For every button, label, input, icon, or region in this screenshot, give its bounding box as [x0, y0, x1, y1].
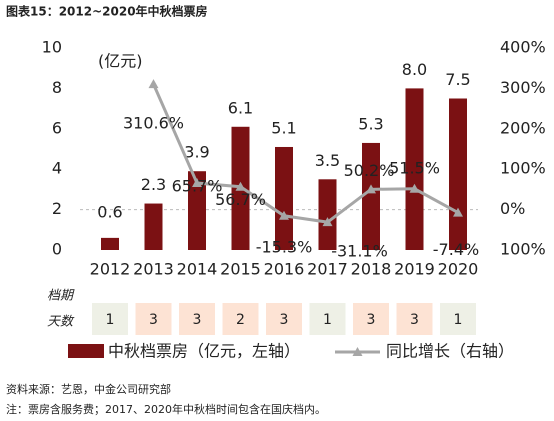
days-label: 档期	[47, 289, 75, 304]
bar	[362, 142, 380, 250]
growth-marker	[322, 217, 333, 227]
legend-swatch	[68, 344, 104, 358]
day-value: 3	[410, 312, 419, 328]
day-cell	[92, 303, 128, 335]
day-value: 3	[193, 312, 202, 328]
growth-label: 56.7%	[215, 190, 266, 209]
y2-tick-label: 100%	[500, 159, 546, 178]
legend-label: 中秋档票房（亿元，左轴）	[108, 342, 300, 361]
growth-label: 50.2%	[344, 161, 395, 180]
day-cell	[309, 303, 346, 335]
bar-label: 2.3	[141, 175, 166, 194]
bar	[318, 179, 337, 250]
y-tick-label: 0	[52, 240, 62, 259]
y-tick-label: 6	[52, 118, 62, 137]
growth-marker	[148, 79, 159, 89]
bar-label: 3.5	[315, 151, 340, 170]
y-tick-label: 4	[52, 159, 62, 178]
growth-label: -31.1%	[331, 242, 388, 261]
day-value: 1	[106, 312, 115, 328]
growth-line	[152, 83, 459, 224]
x-tick-label: 2014	[177, 260, 218, 279]
y2-tick-label: 0%	[500, 199, 525, 218]
x-tick-label: 2019	[394, 260, 435, 279]
growth-marker	[409, 183, 420, 193]
x-tick-label: 2012	[90, 260, 131, 279]
growth-label: 51.5%	[389, 158, 440, 177]
y-tick-label: 2	[52, 199, 62, 218]
chart-title: 图表15：2012~2020年中秋档票房	[6, 4, 208, 19]
source: 资料来源：艺恩，中金公司研究部	[6, 382, 171, 396]
day-value: 3	[367, 312, 376, 328]
bar-label: 5.1	[271, 118, 296, 137]
days-label: 天数	[47, 315, 75, 330]
bar	[188, 171, 206, 250]
y2-tick-label: 400%	[500, 38, 546, 57]
day-value: 2	[236, 312, 245, 328]
bar-label: 6.1	[228, 98, 253, 117]
legend-marker	[352, 347, 363, 356]
growth-label: -15.3%	[256, 237, 313, 256]
x-tick-label: 2016	[264, 260, 305, 279]
bar	[101, 237, 119, 250]
growth-marker	[235, 181, 246, 191]
x-tick-label: 2018	[351, 260, 392, 279]
y-tick-label: 8	[52, 78, 62, 97]
x-tick-label: 2015	[220, 260, 261, 279]
growth-label: -7.4%	[433, 240, 479, 259]
y-unit-label: (亿元)	[98, 52, 143, 71]
day-value: 3	[149, 312, 158, 328]
day-cell	[396, 303, 433, 335]
growth-label: 310.6%	[123, 114, 184, 133]
growth-marker	[279, 210, 289, 220]
y2-tick-label: 100%	[500, 240, 546, 259]
growth-marker	[453, 207, 463, 217]
bar	[449, 98, 467, 250]
note: 注：票房含服务费；2017、2020年中秋档时间包含在国庆档内。	[6, 402, 326, 416]
y-tick-label: 10	[42, 38, 62, 57]
bar	[405, 88, 424, 251]
day-value: 1	[323, 312, 332, 328]
legend-label: 同比增长（右轴）	[386, 342, 514, 361]
x-tick-label: 2017	[307, 260, 348, 279]
bar-label: 3.9	[184, 143, 209, 162]
bar-label: 8.0	[402, 60, 427, 79]
growth-marker	[366, 184, 376, 194]
y2-tick-label: 300%	[500, 78, 546, 97]
bar-label: 7.5	[445, 70, 470, 89]
day-value: 1	[454, 312, 463, 328]
day-cell	[179, 303, 215, 335]
bar	[144, 203, 163, 250]
y2-tick-label: 200%	[500, 118, 546, 137]
day-cell	[353, 303, 389, 335]
day-cell	[440, 303, 476, 335]
bar	[275, 146, 293, 250]
day-value: 3	[280, 312, 289, 328]
growth-marker	[192, 178, 202, 188]
x-tick-label: 2013	[133, 260, 174, 279]
day-cell	[266, 303, 302, 335]
x-tick-label: 2020	[438, 260, 479, 279]
growth-label: 65.7%	[172, 177, 223, 196]
bar-label: 0.6	[97, 202, 122, 221]
bar-label: 5.3	[358, 114, 383, 133]
day-cell	[135, 303, 172, 335]
day-cell	[222, 303, 259, 335]
